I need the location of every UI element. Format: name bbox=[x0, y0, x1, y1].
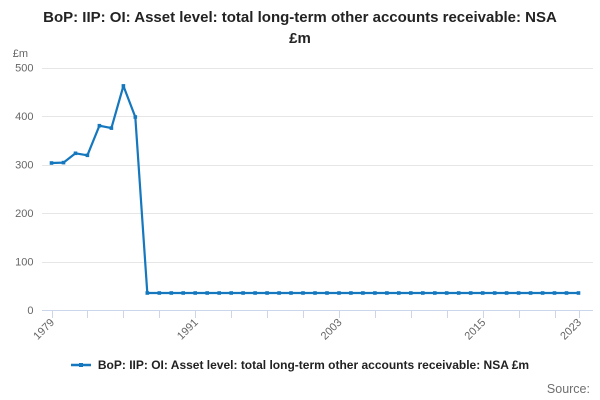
unit-label: £m bbox=[13, 48, 28, 60]
legend-line-marker-icon bbox=[70, 363, 91, 367]
data-point-marker-1998 bbox=[277, 291, 281, 295]
data-point-marker-1987 bbox=[145, 291, 150, 295]
data-point-marker-1985 bbox=[121, 84, 126, 88]
data-point-marker-1982 bbox=[85, 153, 90, 158]
data-point-marker-2020 bbox=[540, 291, 545, 295]
data-point-marker-1997 bbox=[265, 291, 269, 295]
data-point-marker-2018 bbox=[516, 291, 521, 295]
x-axis-label-1979: 1979 bbox=[31, 317, 57, 343]
data-point-marker-2017 bbox=[504, 291, 509, 295]
data-point-marker-1990 bbox=[181, 291, 185, 295]
data-point-marker-2010 bbox=[421, 291, 425, 295]
data-point-marker-1981 bbox=[73, 151, 78, 156]
data-point-marker-1994 bbox=[229, 291, 233, 295]
chart-title: BoP: IIP: OI: Asset level: total long-te… bbox=[43, 9, 557, 47]
chart-svg: 0 100 200 300 400 500 £m 1979 1991 2003 2015 2023 bbox=[13, 48, 593, 343]
legend: BoP: IIP: OI: Asset level: total long-te… bbox=[0, 358, 600, 372]
data-point-marker-2002 bbox=[325, 291, 329, 295]
data-point-marker-2004 bbox=[349, 291, 353, 295]
data-point-marker-1986 bbox=[133, 115, 138, 119]
data-point-marker-2016 bbox=[492, 291, 497, 295]
data-point-marker-2009 bbox=[409, 291, 413, 295]
data-point-marker-2005 bbox=[361, 291, 365, 295]
data-point-marker-2014 bbox=[468, 291, 473, 295]
data-point-marker-2003 bbox=[337, 291, 341, 295]
x-axis-label-2023: 2023 bbox=[558, 317, 584, 343]
data-point-marker-2012 bbox=[444, 291, 449, 295]
y-axis-label-200: 200 bbox=[15, 208, 33, 220]
data-point-marker-2000 bbox=[301, 291, 305, 295]
data-point-marker-2019 bbox=[528, 291, 533, 295]
data-point-marker-2015 bbox=[480, 291, 485, 295]
data-point-marker-2023 bbox=[576, 291, 581, 295]
data-point-marker-1995 bbox=[241, 291, 245, 295]
data-point-marker-2021 bbox=[552, 291, 557, 295]
data-point-marker-1988 bbox=[157, 291, 162, 295]
y-axis-label-0: 0 bbox=[27, 305, 33, 317]
y-axis-label-300: 300 bbox=[15, 160, 33, 172]
data-point-marker-1993 bbox=[217, 291, 221, 295]
data-point-marker-2006 bbox=[373, 291, 377, 295]
data-point-marker-2001 bbox=[313, 291, 317, 295]
y-axis-label-500: 500 bbox=[15, 63, 33, 75]
data-point-marker-1989 bbox=[169, 291, 174, 295]
data-point-marker-2011 bbox=[433, 291, 437, 295]
data-point-marker-1979 bbox=[49, 161, 54, 165]
data-point-marker-2013 bbox=[456, 291, 461, 295]
legend-label: BoP: IIP: OI: Asset level: total long-te… bbox=[97, 358, 530, 372]
data-point-marker-1992 bbox=[205, 291, 209, 295]
data-point-marker-1991 bbox=[193, 291, 197, 295]
data-point-marker-2007 bbox=[385, 291, 389, 295]
data-point-marker-1983 bbox=[97, 123, 102, 128]
data-point-marker-1984 bbox=[109, 126, 114, 130]
data-point-marker-1980 bbox=[61, 160, 66, 165]
legend-item[interactable]: BoP: IIP: OI: Asset level: total long-te… bbox=[70, 358, 530, 372]
y-axis-label-400: 400 bbox=[15, 111, 33, 123]
data-point-marker-1996 bbox=[253, 291, 257, 295]
data-point-marker-2008 bbox=[397, 291, 401, 295]
y-axis-label-100: 100 bbox=[15, 257, 33, 269]
data-point-marker-2022 bbox=[564, 291, 569, 295]
x-axis-label-1991: 1991 bbox=[175, 317, 201, 343]
data-point-marker-1999 bbox=[289, 291, 293, 295]
x-axis-label-2003: 2003 bbox=[319, 317, 345, 343]
x-axis-label-2015: 2015 bbox=[463, 317, 489, 343]
source-label: Source: bbox=[546, 382, 590, 396]
